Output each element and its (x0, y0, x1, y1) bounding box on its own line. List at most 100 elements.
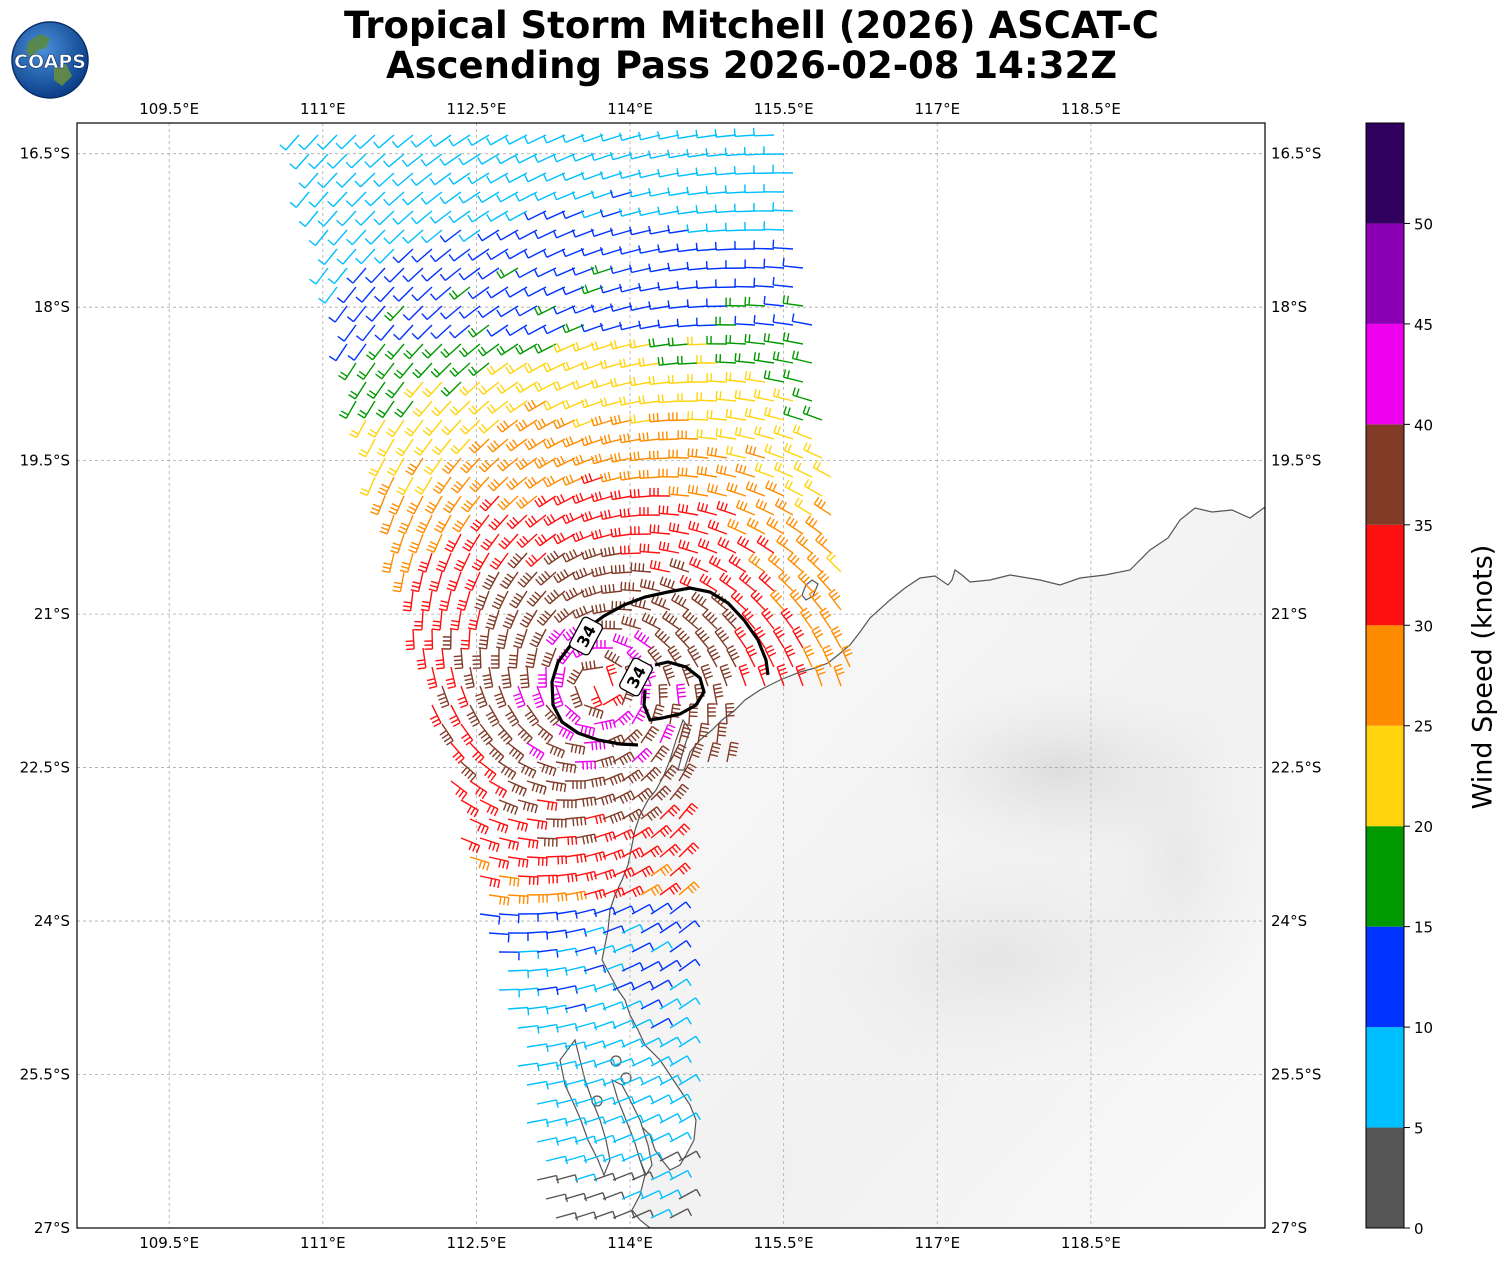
wind-barb (802, 405, 823, 421)
wind-barb (783, 442, 804, 459)
wind-barb (783, 406, 804, 421)
wind-barb (750, 589, 766, 611)
wind-barb (533, 229, 557, 240)
wind-barb (648, 450, 671, 460)
wind-barb (648, 413, 671, 423)
wind-barb (668, 412, 690, 422)
wind-barb (640, 1075, 664, 1086)
wind-barb (726, 482, 747, 497)
wind-barb (498, 951, 520, 961)
wind-barb (543, 589, 566, 605)
wind-barb (650, 863, 673, 877)
wind-barb (317, 210, 338, 227)
wind-barb (770, 589, 785, 611)
wind-barb (442, 628, 452, 650)
wind-barb (364, 229, 386, 245)
wind-barb (489, 552, 509, 570)
wind-barb (497, 723, 513, 745)
wind-barb (524, 362, 547, 374)
wind-barb (789, 589, 804, 611)
wind-barb (580, 547, 604, 560)
wind-barb (456, 590, 471, 611)
wind-barb (482, 666, 494, 689)
wind-barb (571, 229, 595, 238)
wind-barb (599, 247, 623, 256)
wind-barb (422, 381, 443, 398)
wind-barb (458, 191, 481, 204)
wind-barb (600, 546, 623, 558)
wind-barb (509, 590, 528, 609)
wind-barb (472, 647, 482, 670)
wind-barb (730, 590, 747, 611)
wind-barb (590, 529, 614, 540)
wind-barb (659, 804, 681, 820)
wind-barb (686, 261, 709, 271)
wind-barb (460, 837, 481, 854)
wind-barb (640, 1113, 664, 1124)
wind-barb (792, 626, 805, 649)
wind-barb (744, 222, 766, 231)
wind-barb (356, 362, 376, 380)
wind-barb (728, 554, 747, 573)
wind-barb (308, 191, 329, 208)
wind-barb (525, 647, 538, 669)
wind-barb (583, 851, 607, 862)
wind-barb (515, 419, 538, 432)
wind-barb (498, 837, 520, 851)
wind-barb (669, 1169, 693, 1181)
wind-barb (640, 1151, 664, 1162)
wind-barb (678, 958, 701, 972)
wind-barb (593, 906, 617, 916)
wind-barb (725, 445, 747, 459)
wind-barb (648, 375, 671, 386)
wind-barb (542, 362, 566, 373)
wind-barb (385, 419, 405, 438)
wind-barb (640, 999, 664, 1010)
wind-barb (721, 608, 737, 630)
wind-barb (552, 417, 576, 430)
wind-barb (802, 644, 815, 668)
wind-barb (813, 496, 832, 516)
wind-barb (440, 343, 462, 358)
wind-barb (420, 229, 443, 244)
wind-barb (590, 341, 614, 351)
wind-barb (629, 451, 652, 462)
wind-barb (753, 240, 775, 250)
wind-barb (640, 806, 663, 821)
wind-barb (746, 517, 766, 535)
wind-barb (326, 153, 348, 169)
wind-barb (517, 913, 539, 922)
wind-barb (505, 438, 528, 452)
wind-barb (478, 723, 493, 746)
wind-barb (365, 267, 386, 284)
wind-barb (497, 495, 519, 511)
wind-barb (373, 172, 395, 187)
wind-barb (416, 647, 427, 670)
wind-barb (734, 315, 756, 326)
wind-barb (696, 502, 718, 516)
wind-barb (402, 590, 414, 612)
wind-barb (639, 507, 661, 516)
wind-barb (695, 167, 718, 177)
wind-barb (629, 302, 652, 311)
wind-barb (478, 457, 500, 473)
wind-barb (687, 484, 709, 497)
wind-barb (555, 799, 577, 809)
wind-barb (782, 369, 804, 383)
wind-barb (661, 610, 680, 630)
wind-barb (553, 569, 576, 584)
wind-barb (755, 498, 775, 516)
wind-barb (782, 332, 804, 345)
wind-barb (695, 129, 718, 139)
wind-barb (392, 210, 414, 225)
wind-barb (659, 1189, 683, 1200)
wind-barb (630, 526, 652, 536)
wind-barb (432, 476, 452, 495)
wind-barb (408, 533, 424, 554)
wind-barb (571, 267, 595, 276)
wind-barb (571, 605, 595, 619)
wind-barb (428, 571, 443, 592)
wind-barb (580, 585, 604, 598)
wind-barb (523, 324, 547, 336)
